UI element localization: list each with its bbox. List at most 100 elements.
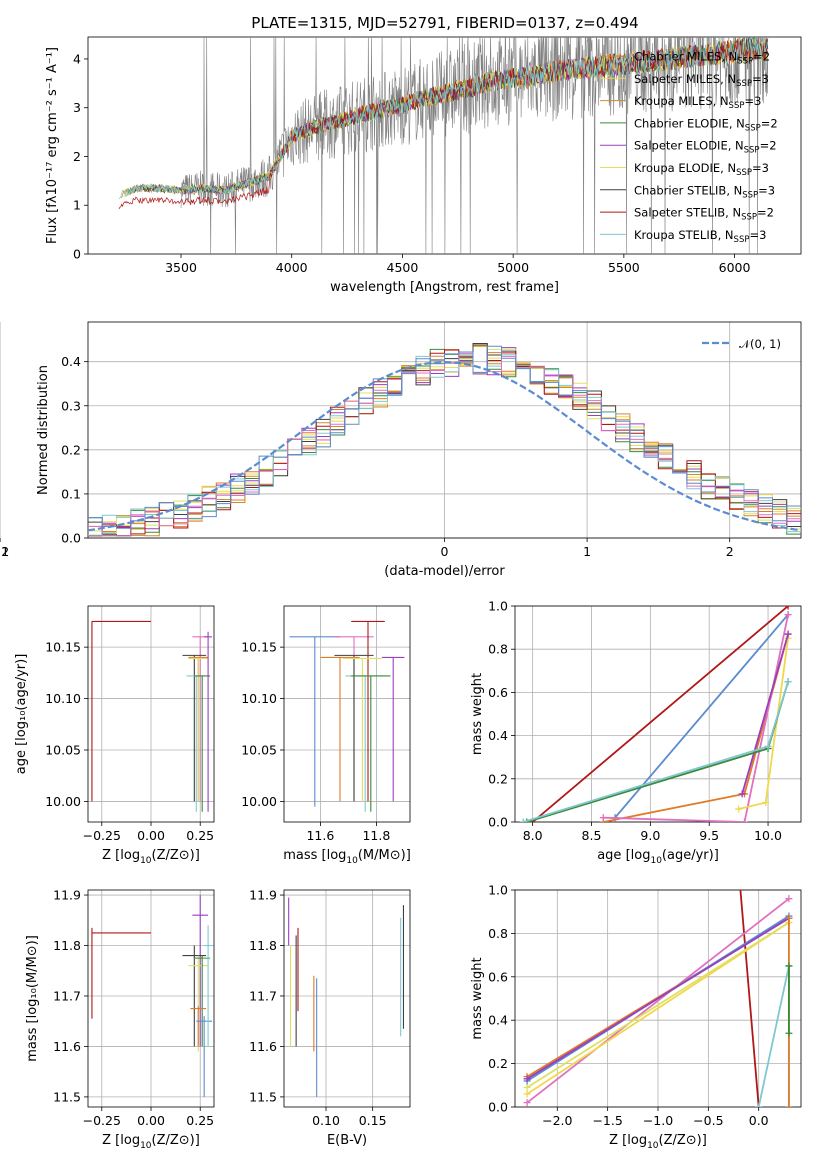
- legend-label: Chabrier ELODIE, NSSP=2: [634, 116, 778, 133]
- weight-series-line: [532, 606, 789, 822]
- y-tick-label: 0.2: [61, 442, 81, 457]
- y-tick-label: 10.05: [241, 743, 277, 758]
- weight-series-line: [526, 921, 790, 1089]
- weight-marker: [785, 914, 793, 922]
- y-tick-label: 4: [73, 51, 81, 66]
- y-tick-label: 11.9: [249, 888, 277, 903]
- y-tick-label: 0.3: [61, 398, 81, 413]
- y-axis-label: Flux [fλ10⁻¹⁷ erg cm⁻² s⁻¹ A⁻¹]: [45, 47, 60, 244]
- weight-series-line: [739, 890, 760, 1107]
- y-tick-label: 0.6: [488, 969, 508, 984]
- y-tick-label: 11.7: [53, 988, 81, 1003]
- x-tick-label: 5000: [497, 260, 529, 275]
- weight-marker: [741, 818, 749, 822]
- y-tick-label: 1: [73, 198, 81, 213]
- y-tick-label: 10.10: [241, 691, 277, 706]
- gaussian-curve: [88, 360, 801, 532]
- x-tick-label: −0.25: [83, 1113, 121, 1128]
- y-tick-label: 10.10: [45, 691, 81, 706]
- y-tick-label: 1.0: [488, 599, 508, 614]
- y-tick-label: 0.0: [488, 815, 508, 830]
- x-tick-label: 0.25: [186, 1113, 214, 1128]
- weight-marker: [523, 1099, 531, 1107]
- y-axis-label: mass weight: [470, 673, 485, 755]
- legend-label: Salpeter ELODIE, NSSP=2: [634, 139, 777, 156]
- model-spectrum-line: [118, 37, 768, 200]
- weight-lines: [523, 890, 793, 1107]
- x-tick-label: −1.0: [643, 1113, 673, 1128]
- weight-marker: [785, 1103, 793, 1107]
- x-axis-label: wavelength [Angstrom, rest frame]: [330, 280, 559, 295]
- x-tick-label: 0.25: [186, 828, 214, 843]
- y-tick-label: 11.5: [53, 1089, 81, 1104]
- y-tick-label: 0.2: [488, 771, 508, 786]
- x-tick-label: −1: [0, 544, 9, 559]
- y-tick-label: 0.8: [488, 926, 508, 941]
- weight-marker: [738, 790, 746, 798]
- y-tick-label: 10.15: [241, 640, 277, 655]
- x-tick-label: 6000: [719, 260, 751, 275]
- spectrum-lines: [118, 37, 769, 254]
- axes-frame: [87, 605, 215, 823]
- x-tick-label: 0.10: [312, 1113, 340, 1128]
- weight-series-line: [741, 633, 789, 795]
- y-tick-label: 11.8: [53, 938, 81, 953]
- weight-vs-Z-panel: −2.0 −1.5 −1.0 −0.5 0.0 0.0 0.2 0.4 0.6 0.8 1.0 Z […: [470, 883, 802, 1151]
- axes-frame: [87, 889, 215, 1108]
- x-tick-label: 4000: [276, 260, 308, 275]
- weight-lines: [519, 606, 792, 822]
- y-axis-label: mass [log₁₀(M/M⊙)]: [25, 935, 40, 1062]
- weight-marker: [519, 818, 527, 822]
- x-tick-label: 3500: [165, 260, 197, 275]
- weight-marker: [785, 895, 793, 903]
- x-tick-label: −2.0: [542, 1113, 572, 1128]
- weight-marker: [784, 630, 792, 638]
- legend-label: Salpeter MILES, NSSP=3: [634, 72, 769, 89]
- spectrum-panel: 3500 4000 4500 5000 5500 6000 0 1 2 3 4 wavelength …: [45, 36, 802, 295]
- y-tick-label: 11.6: [249, 1039, 277, 1054]
- x-tick-label: 1: [583, 544, 591, 559]
- axes-frame: [87, 321, 802, 539]
- error-bars: [91, 620, 213, 812]
- x-axis-label: age [log10(age/yr)]: [597, 848, 719, 866]
- x-axis-label: mass [log10(M/M⊙)]: [283, 848, 411, 866]
- weight-marker: [523, 1075, 531, 1083]
- y-axis-label: Normed distribution: [36, 365, 51, 495]
- legend-label: Kroupa STELIB, NSSP=3: [634, 228, 766, 245]
- weight-marker: [764, 742, 772, 750]
- y-tick-label: 0.1: [61, 486, 81, 501]
- weight-marker: [755, 1103, 763, 1107]
- y-axis-label: age [log₁₀(age/yr)]: [14, 654, 29, 775]
- y-tick-label: 10.05: [45, 743, 81, 758]
- weight-marker: [735, 805, 743, 813]
- axes-frame: [514, 889, 802, 1108]
- x-tick-label: 10.0: [754, 828, 782, 843]
- y-tick-label: 0.2: [488, 1056, 508, 1071]
- x-tick-label: 9.0: [640, 828, 660, 843]
- figure-title: PLATE=1315, MJD=52791, FIBERID=0137, z=0…: [251, 14, 638, 32]
- y-tick-label: 0.8: [488, 642, 508, 657]
- legend-label: 𝒩(0, 1): [739, 337, 781, 351]
- x-tick-label: 0.00: [137, 1113, 165, 1128]
- y-tick-label: 2: [73, 149, 81, 164]
- x-axis-label: Z [log10(Z/Z⊙)]: [102, 848, 200, 866]
- mass-vs-Z-panel: −0.25 0.00 0.25 11.5 11.6 11.7 11.8 11.9 Z [log1…: [25, 888, 215, 1151]
- legend-label: Kroupa ELODIE, NSSP=3: [634, 161, 769, 178]
- y-tick-label: 0.4: [488, 1013, 508, 1028]
- x-tick-label: −2: [0, 544, 9, 559]
- y-tick-label: 0.0: [61, 531, 81, 546]
- y-tick-label: 10.00: [45, 794, 81, 809]
- y-tick-label: 11.9: [53, 888, 81, 903]
- x-tick-label: 0.0: [749, 1113, 769, 1128]
- age-vs-Z-panel: −0.25 0.00 0.25 10.00 10.05 10.10 10.15 Z [log1…: [14, 605, 215, 866]
- y-tick-label: 1.0: [488, 883, 508, 898]
- weight-marker: [784, 606, 792, 610]
- x-axis-label: (data-model)/error: [384, 564, 505, 579]
- y-tick-label: 11.6: [53, 1039, 81, 1054]
- x-tick-label: −1.5: [592, 1113, 622, 1128]
- residual-legend: 𝒩(0, 1): [702, 337, 781, 351]
- weight-marker: [784, 611, 792, 619]
- x-tick-label: 2: [726, 544, 734, 559]
- x-tick-label: 0.00: [137, 828, 165, 843]
